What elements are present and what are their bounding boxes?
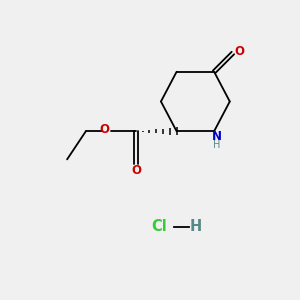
Text: N: N [212, 130, 222, 143]
Text: O: O [100, 123, 110, 136]
Text: O: O [131, 164, 141, 178]
Text: H: H [213, 140, 220, 150]
Text: H: H [189, 219, 202, 234]
Text: Cl: Cl [152, 219, 167, 234]
Text: O: O [235, 45, 245, 58]
